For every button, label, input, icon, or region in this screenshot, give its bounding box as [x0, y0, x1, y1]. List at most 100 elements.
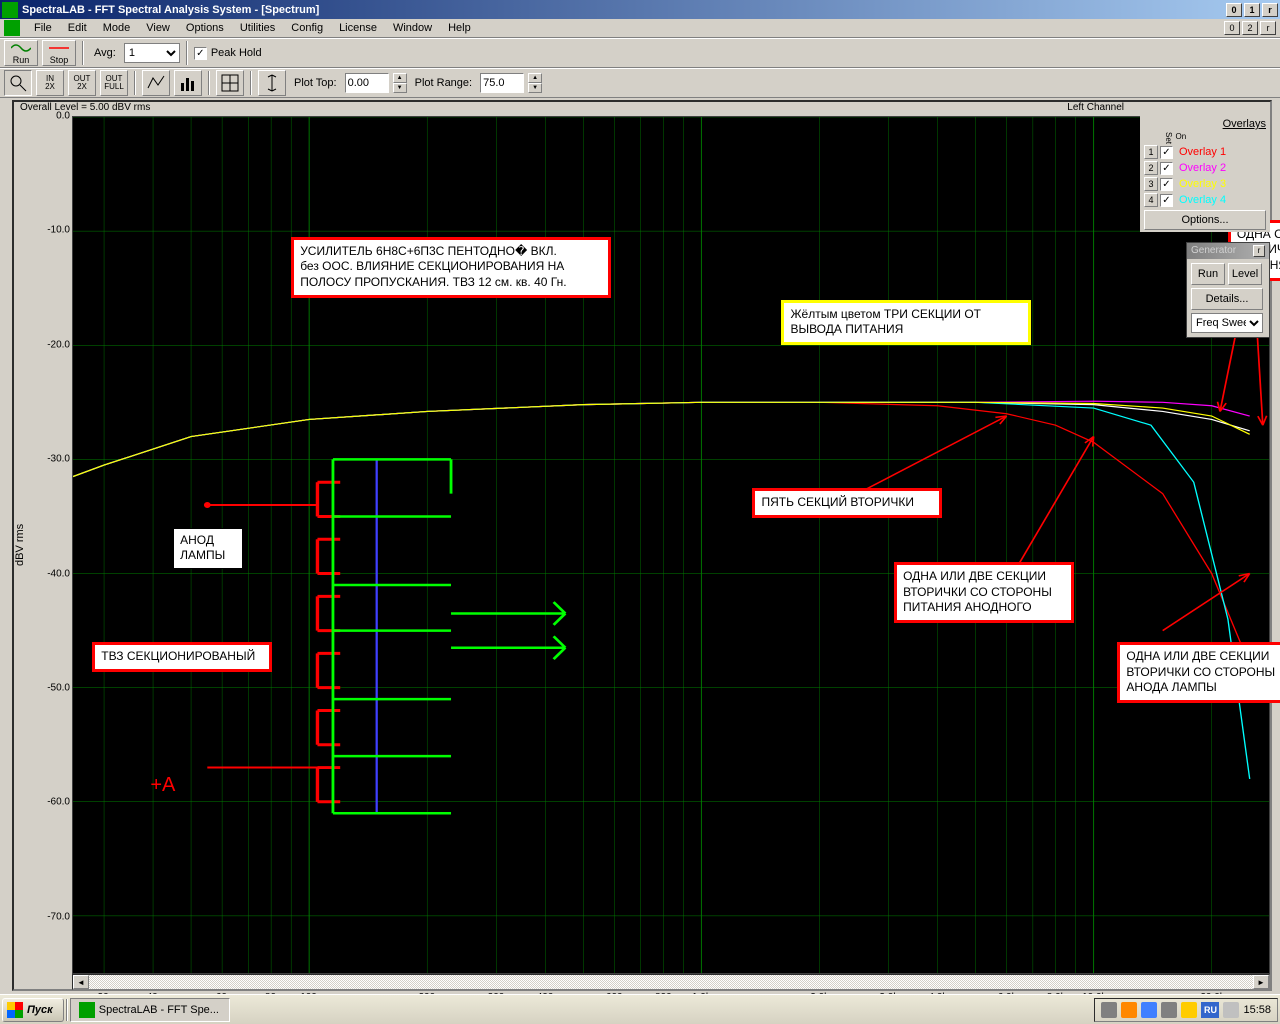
language-indicator[interactable]: RU: [1201, 1002, 1219, 1018]
menu-help[interactable]: Help: [440, 20, 479, 36]
annotation-anode: АНОД ЛАМПЫ: [173, 528, 243, 569]
run-button[interactable]: Run: [4, 40, 38, 66]
overlay-set-button[interactable]: 4: [1144, 193, 1158, 207]
annotation-one-two-power: ОДНА ИЛИ ДВЕ СЕКЦИИ ВТОРИЧКИ СО СТОРОНЫ …: [894, 562, 1074, 623]
peak-hold-checkbox[interactable]: ✓: [194, 47, 207, 60]
overlay-on-checkbox[interactable]: ✓: [1160, 178, 1173, 191]
menu-mode[interactable]: Mode: [95, 20, 139, 36]
generator-title: Generator: [1191, 245, 1253, 257]
minimize-button[interactable]: 0: [1226, 3, 1242, 17]
menu-edit[interactable]: Edit: [60, 20, 95, 36]
close-button[interactable]: r: [1262, 3, 1278, 17]
menu-window[interactable]: Window: [385, 20, 440, 36]
menu-view[interactable]: View: [138, 20, 178, 36]
zoom-full-button[interactable]: OUTFULL: [100, 70, 128, 96]
horizontal-scrollbar[interactable]: ◄ ►: [72, 974, 1270, 990]
windows-flag-icon: [7, 1002, 23, 1018]
annotation-plus-a: +А: [144, 768, 184, 802]
doc-icon: [4, 20, 20, 36]
annotation-one-two-anode: ОДНА ИЛИ ДВЕ СЕКЦИИ ВТОРИЧКИ СО СТОРОНЫ …: [1117, 642, 1280, 703]
system-tray: RU 15:58: [1094, 998, 1278, 1022]
menu-utilities[interactable]: Utilities: [232, 20, 283, 36]
overlay-row-1: 1 ✓ Overlay 1: [1140, 144, 1270, 160]
plot-top-input[interactable]: [345, 73, 389, 93]
avg-label: Avg:: [90, 47, 120, 59]
taskbar-app-button[interactable]: SpectraLAB - FFT Spe...: [70, 998, 230, 1022]
overlays-options-button[interactable]: Options...: [1144, 210, 1266, 230]
generator-mode-select[interactable]: Freq Sweep: [1191, 313, 1263, 333]
menubar: FileEditModeViewOptionsUtilitiesConfigLi…: [0, 19, 1280, 38]
tray-icon[interactable]: [1141, 1002, 1157, 1018]
peak-hold-label[interactable]: ✓ Peak Hold: [194, 47, 262, 60]
cursor-button[interactable]: [258, 70, 286, 96]
overlay-set-button[interactable]: 3: [1144, 177, 1158, 191]
bar-style-button[interactable]: [174, 70, 202, 96]
plot-range-label: Plot Range:: [411, 77, 476, 89]
generator-details-button[interactable]: Details...: [1191, 288, 1263, 310]
plot-top-spinner[interactable]: ▲▼: [393, 73, 407, 93]
generator-run-button[interactable]: Run: [1191, 263, 1225, 285]
channel-label: Left Channel: [1067, 102, 1124, 116]
menu-config[interactable]: Config: [283, 20, 331, 36]
plot-range-input[interactable]: [480, 73, 524, 93]
overlay-set-button[interactable]: 1: [1144, 145, 1158, 159]
overlay-row-2: 2 ✓ Overlay 2: [1140, 160, 1270, 176]
mdi-close-button[interactable]: r: [1260, 21, 1276, 35]
menu-options[interactable]: Options: [178, 20, 232, 36]
overall-level-label: Overall Level = 5.00 dBV rms: [20, 102, 1067, 116]
plot-range-spinner[interactable]: ▲▼: [528, 73, 542, 93]
app-icon: [2, 2, 18, 18]
zoom-out-2x-button[interactable]: OUT2X: [68, 70, 96, 96]
generator-level-button[interactable]: Level: [1228, 263, 1262, 285]
scroll-right-button[interactable]: ►: [1253, 975, 1269, 989]
y-axis-label: dBV rms: [14, 116, 30, 974]
stop-button[interactable]: Stop: [42, 40, 76, 66]
spectrum-plot[interactable]: УСИЛИТЕЛЬ 6Н8С+6П3С ПЕНТОДНО� ВКЛ. без О…: [72, 116, 1270, 974]
clock[interactable]: 15:58: [1243, 1004, 1271, 1016]
menu-file[interactable]: File: [26, 20, 60, 36]
mdi-restore-button[interactable]: 2: [1242, 21, 1258, 35]
annotation-five-sec: ПЯТЬ СЕКЦИЙ ВТОРИЧКИ: [752, 488, 942, 518]
overlay-label: Overlay 4: [1179, 194, 1266, 206]
generator-panel: Generatorr Run Level Details... Freq Swe…: [1186, 242, 1270, 338]
stop-label: Stop: [50, 55, 69, 65]
annotation-tvz: ТВЗ СЕКЦИОНИРОВАНЫЙ: [92, 642, 272, 672]
start-button[interactable]: Пуск: [2, 998, 64, 1022]
taskbar: Пуск SpectraLAB - FFT Spe... RU 15:58: [0, 994, 1280, 1024]
tray-icon[interactable]: [1223, 1002, 1239, 1018]
annotation-desc: УСИЛИТЕЛЬ 6Н8С+6П3С ПЕНТОДНО� ВКЛ. без О…: [291, 237, 611, 298]
plot-top-label: Plot Top:: [290, 77, 341, 89]
annotation-yellow-note: Жёлтым цветом ТРИ СЕКЦИИ ОТ ВЫВОДА ПИТАН…: [781, 300, 1031, 345]
overlay-label: Overlay 2: [1179, 162, 1266, 174]
tray-icon[interactable]: [1181, 1002, 1197, 1018]
tray-icon[interactable]: [1161, 1002, 1177, 1018]
overlays-panel: Overlays Set On 1 ✓ Overlay 12 ✓ Overlay…: [1140, 116, 1270, 232]
zoom-in-2x-button[interactable]: IN2X: [36, 70, 64, 96]
taskbar-app-icon: [79, 1002, 95, 1018]
overlay-on-checkbox[interactable]: ✓: [1160, 146, 1173, 159]
menu-license[interactable]: License: [331, 20, 385, 36]
overlay-set-button[interactable]: 2: [1144, 161, 1158, 175]
y-axis-ticks: 0.0-10.0-20.0-30.0-40.0-50.0-60.0-70.0: [30, 116, 72, 974]
mdi-minimize-button[interactable]: 0: [1224, 21, 1240, 35]
generator-close-button[interactable]: r: [1253, 245, 1265, 257]
line-style-button[interactable]: [142, 70, 170, 96]
avg-select[interactable]: 1: [124, 43, 180, 63]
tray-icon[interactable]: [1101, 1002, 1117, 1018]
maximize-button[interactable]: 1: [1244, 3, 1260, 17]
window-title: SpectraLAB - FFT Spectral Analysis Syste…: [22, 4, 1226, 16]
main-area: Overall Level = 5.00 dBV rms Left Channe…: [0, 98, 1280, 997]
overlay-label: Overlay 1: [1179, 146, 1266, 158]
overlays-title[interactable]: Overlays: [1140, 116, 1270, 132]
overlay-on-checkbox[interactable]: ✓: [1160, 162, 1173, 175]
toolbar-plot: IN2X OUT2X OUTFULL Plot Top: ▲▼ Plot Ran…: [0, 68, 1280, 98]
overlay-label: Overlay 3: [1179, 178, 1266, 190]
overlay-on-checkbox[interactable]: ✓: [1160, 194, 1173, 207]
window-titlebar: SpectraLAB - FFT Spectral Analysis Syste…: [0, 0, 1280, 19]
tray-icon[interactable]: [1121, 1002, 1137, 1018]
overlay-row-4: 4 ✓ Overlay 4: [1140, 192, 1270, 208]
grid-button[interactable]: [216, 70, 244, 96]
scroll-left-button[interactable]: ◄: [73, 975, 89, 989]
zoom-tool[interactable]: [4, 70, 32, 96]
run-label: Run: [13, 55, 30, 65]
